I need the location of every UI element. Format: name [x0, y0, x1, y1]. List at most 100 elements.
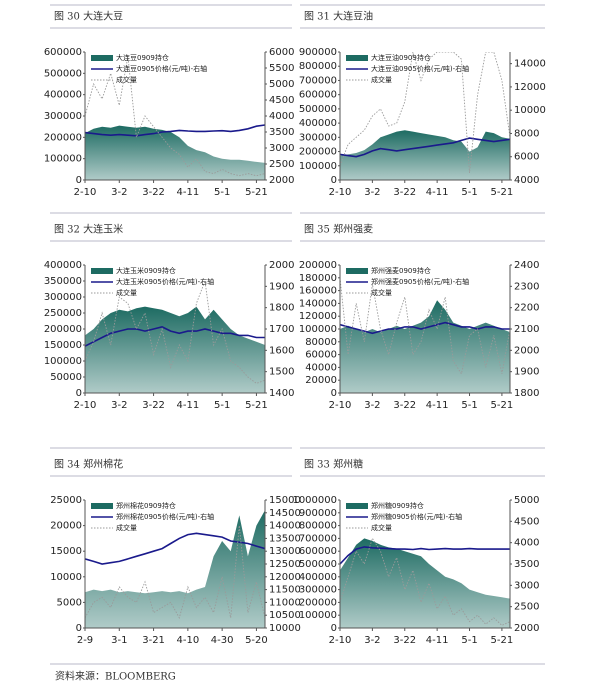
y2-tick-label: 4500	[269, 95, 294, 106]
x-tick-label: 5-21	[245, 400, 268, 411]
plot	[85, 56, 265, 180]
y-tick-label: 0	[76, 175, 82, 186]
legend-label: 成交量	[371, 523, 392, 532]
y2-tick-label: 5500	[269, 63, 294, 74]
y2-tick-label: 10000	[514, 105, 546, 116]
legend-label: 成交量	[371, 75, 392, 84]
y-tick-label: 0	[76, 623, 82, 634]
open-interest-area	[85, 125, 265, 180]
y2-tick-label: 6000	[514, 152, 539, 163]
x-tick-label: 2-10	[329, 400, 352, 411]
legend-label: 大连玉米0905价格(元/吨)-右轴	[116, 277, 214, 286]
x-tick-label: 5-21	[491, 187, 514, 198]
chart-title: 图 32 大连玉米	[54, 223, 123, 236]
x-tick-label: 5-20	[245, 635, 268, 646]
y-tick-label: 200000	[44, 132, 82, 143]
x-tick-label: 5-21	[245, 187, 268, 198]
y-tick-label: 0	[331, 388, 337, 399]
y2-tick-label: 1900	[269, 281, 294, 292]
y-tick-label: 0	[331, 623, 337, 634]
price-line	[340, 321, 510, 335]
legend-label: 郑州棉花0909持仓	[116, 501, 176, 510]
y2-tick-label: 4000	[269, 111, 294, 122]
x-tick-label: 4-11	[426, 187, 449, 198]
legend-swatch	[346, 268, 368, 274]
y-tick-label: 300000	[299, 585, 337, 596]
y-tick-label: 100000	[44, 356, 82, 367]
legend-label: 郑州糖0905价格(元/吨)-右轴	[371, 512, 462, 521]
volume-line	[340, 537, 510, 626]
y-tick-label: 500000	[44, 68, 82, 79]
y-tick-label: 80000	[305, 337, 337, 348]
y-tick-label: 5000	[57, 597, 82, 608]
plot	[85, 280, 265, 393]
legend-label: 郑州糖0909持仓	[371, 501, 424, 510]
volume-line	[85, 56, 265, 177]
x-tick-label: 4-11	[426, 635, 449, 646]
x-tick-label: 2-10	[74, 400, 97, 411]
x-tick-label: 5-1	[461, 187, 477, 198]
legend-label: 大连豆0905价格(元/吨)-右轴	[116, 64, 207, 73]
y-tick-label: 350000	[44, 276, 82, 287]
y-tick-label: 50000	[50, 372, 82, 383]
y-tick-label: 200000	[299, 147, 337, 158]
y2-tick-label: 5000	[514, 495, 539, 506]
y2-tick-label: 2000	[514, 345, 539, 356]
y2-tick-label: 2000	[514, 623, 539, 634]
x-tick-label: 3-2	[111, 400, 127, 411]
legend-swatch	[91, 55, 113, 61]
y-tick-label: 25000	[50, 495, 82, 506]
chart-title: 图 30 大连大豆	[54, 10, 123, 23]
y-tick-label: 150000	[44, 340, 82, 351]
volume-line	[85, 280, 265, 384]
price-line	[340, 546, 510, 565]
y-tick-label: 140000	[299, 298, 337, 309]
x-tick-label: 4-11	[177, 187, 200, 198]
legend-swatch	[91, 268, 113, 274]
y2-tick-label: 8000	[514, 128, 539, 139]
y-tick-label: 300000	[44, 292, 82, 303]
y2-tick-label: 2100	[514, 324, 539, 335]
x-tick-label: 3-2	[364, 187, 380, 198]
y-tick-label: 200000	[44, 324, 82, 335]
x-tick-label: 2-9	[77, 635, 93, 646]
y-tick-label: 400000	[299, 572, 337, 583]
legend-swatch	[346, 55, 368, 61]
y-tick-label: 100000	[299, 610, 337, 621]
x-tick-label: 5-21	[491, 635, 514, 646]
legend-label: 大连豆0909持仓	[116, 53, 169, 62]
price-line	[340, 137, 510, 158]
legend-label: 大连豆油0905价格(元/吨)-右轴	[371, 64, 469, 73]
legend-swatch	[346, 503, 368, 509]
y2-tick-label: 1500	[269, 367, 294, 378]
y-tick-label: 700000	[299, 75, 337, 86]
y-tick-label: 600000	[299, 90, 337, 101]
legend-label: 大连豆油0909持仓	[371, 53, 431, 62]
y2-tick-label: 12500	[269, 559, 301, 570]
open-interest-area	[340, 538, 510, 628]
legend-swatch	[91, 503, 113, 509]
y-tick-label: 120000	[299, 311, 337, 322]
y2-tick-label: 3500	[514, 559, 539, 570]
x-tick-label: 3-2	[364, 400, 380, 411]
y2-tick-label: 3000	[514, 580, 539, 591]
y2-tick-label: 1800	[269, 303, 294, 314]
x-tick-label: 2-10	[329, 635, 352, 646]
y2-tick-label: 11500	[269, 585, 301, 596]
legend-label: 郑州棉花0905价格(元/吨)-右轴	[116, 512, 214, 521]
x-tick-label: 4-11	[426, 400, 449, 411]
y-tick-label: 40000	[305, 362, 337, 373]
plot	[340, 277, 510, 393]
x-tick-label: 3-22	[393, 635, 416, 646]
y2-tick-label: 14000	[514, 59, 546, 70]
y-tick-label: 15000	[50, 546, 82, 557]
y2-tick-label: 1600	[269, 345, 294, 356]
legend-label: 郑州强麦0905价格(元/吨)-右轴	[371, 277, 469, 286]
y2-tick-label: 2300	[514, 281, 539, 292]
y-tick-label: 800000	[299, 521, 337, 532]
y-tick-label: 600000	[299, 546, 337, 557]
y-tick-label: 180000	[299, 273, 337, 284]
footer: 资料来源：BLOOMBERG	[55, 670, 176, 683]
y-tick-label: 400000	[299, 118, 337, 129]
legend-label: 大连玉米0909持仓	[116, 266, 176, 275]
